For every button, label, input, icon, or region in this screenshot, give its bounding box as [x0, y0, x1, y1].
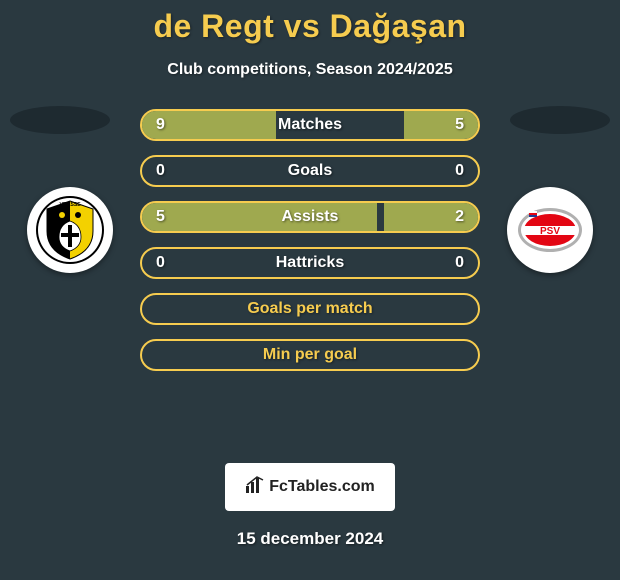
stat-val-right: 2: [455, 208, 464, 226]
stat-val-right: 0: [455, 254, 464, 272]
shadow-left: [10, 106, 110, 134]
content-area: VITESSE PSV 9 Matches 5: [0, 109, 620, 449]
stat-val-right: 5: [455, 116, 464, 134]
stat-label: Goals: [142, 162, 478, 180]
link-label: Min per goal: [263, 346, 357, 364]
svg-text:PSV: PSV: [540, 226, 560, 237]
psv-logo-icon: PSV: [515, 195, 585, 265]
link-label: Goals per match: [247, 300, 372, 318]
stat-row-matches: 9 Matches 5: [140, 109, 480, 141]
date-label: 15 december 2024: [0, 529, 620, 549]
link-row-goals-per-match[interactable]: Goals per match: [140, 293, 480, 325]
stat-row-assists: 5 Assists 2: [140, 201, 480, 233]
stat-val-right: 0: [455, 162, 464, 180]
team-badge-right: PSV: [507, 187, 593, 273]
shadow-right: [510, 106, 610, 134]
link-row-min-per-goal[interactable]: Min per goal: [140, 339, 480, 371]
svg-text:VITESSE: VITESSE: [59, 202, 81, 208]
stat-label: Matches: [142, 116, 478, 134]
team-badge-left: VITESSE: [27, 187, 113, 273]
brand-box[interactable]: FcTables.com: [225, 463, 395, 511]
stat-row-goals: 0 Goals 0: [140, 155, 480, 187]
chart-icon: [245, 476, 265, 499]
page-title: de Regt vs Dağaşan: [0, 8, 620, 45]
stat-label: Assists: [142, 208, 478, 226]
stat-rows: 9 Matches 5 0 Goals 0 5 Assists 2: [140, 109, 480, 371]
stat-label: Hattricks: [142, 254, 478, 272]
page-subtitle: Club competitions, Season 2024/2025: [0, 61, 620, 79]
comparison-card: de Regt vs Dağaşan Club competitions, Se…: [0, 0, 620, 580]
vitesse-logo-icon: VITESSE: [35, 195, 105, 265]
stat-row-hattricks: 0 Hattricks 0: [140, 247, 480, 279]
brand-label: FcTables.com: [269, 478, 375, 496]
